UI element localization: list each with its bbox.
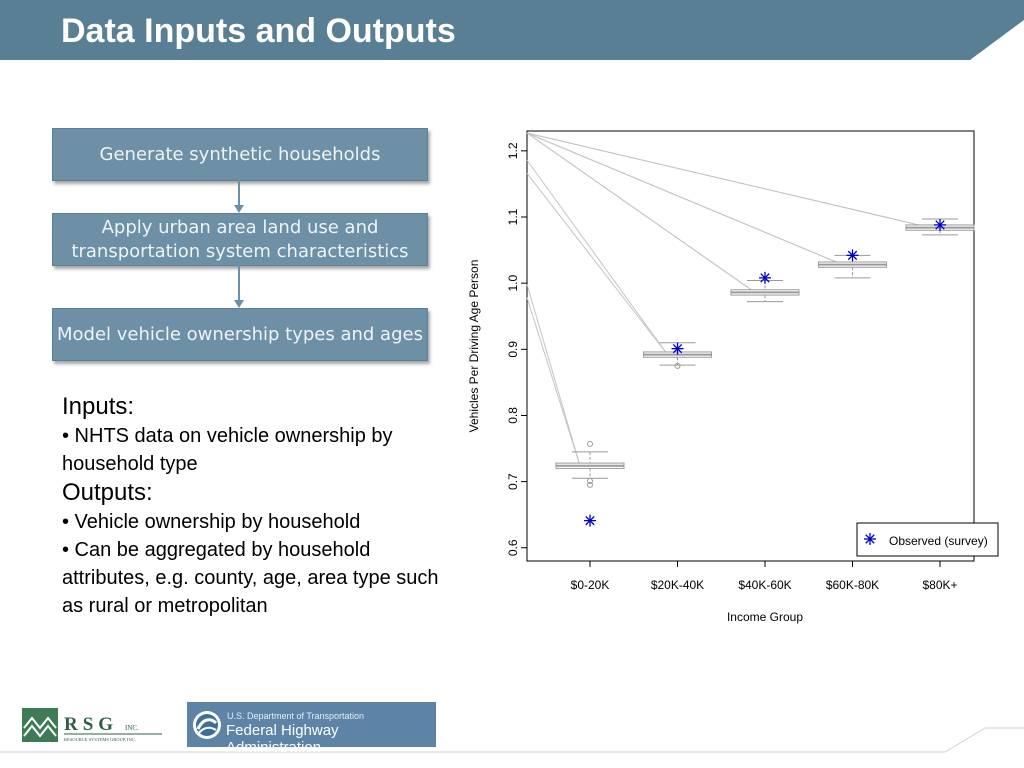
fhwa-name-text: Federal Highway Administration xyxy=(226,722,339,756)
legend: Observed (survey) xyxy=(856,522,999,557)
box-outlier xyxy=(587,481,593,488)
box-outlier xyxy=(674,362,681,369)
inputs-item: • NHTS data on vehicle ownership by hous… xyxy=(62,425,393,475)
y-axis: 0.6 0.7 0.8 0.9 1.0 1.1 1.2 xyxy=(506,142,527,556)
x-tick-label: $80K+ xyxy=(922,578,957,592)
observed-point xyxy=(671,342,684,355)
observed-point xyxy=(934,218,946,231)
legend-marker-star xyxy=(864,533,876,545)
title-bar: Data Inputs and Outputs xyxy=(0,0,1024,60)
title-bar-background xyxy=(0,0,1024,60)
calibration-line xyxy=(526,284,581,466)
svg-text:INC.: INC. xyxy=(125,724,139,732)
rsg-logo-image: RSG INC. RESOURCE SYSTEMS GROUP, INC. xyxy=(22,708,162,743)
svg-text:RESOURCE SYSTEMS GROUP, INC.: RESOURCE SYSTEMS GROUP, INC. xyxy=(64,737,136,743)
observed-point xyxy=(759,271,771,284)
calibration-line xyxy=(526,159,668,355)
plot-area-frame xyxy=(526,130,975,562)
y-tick-label: 1.1 xyxy=(506,208,520,225)
y-tick-label: 0.8 xyxy=(506,407,520,424)
outputs-item: • Can be aggregated by household attribu… xyxy=(62,539,439,617)
inputs-heading: Inputs: xyxy=(62,393,135,420)
box-outlier xyxy=(587,477,593,484)
calibration-lines xyxy=(526,132,931,466)
slide-title: Data Inputs and Outputs xyxy=(61,12,456,50)
legend-label: Observed (survey) xyxy=(889,534,988,548)
flow-step-label: Model vehicle ownership types and ages xyxy=(57,323,423,345)
svg-text:RSG: RSG xyxy=(64,714,118,735)
observed-markers xyxy=(584,218,946,527)
flow-step-model-ownership: Model vehicle ownership types and ages xyxy=(52,308,428,361)
y-tick-label: 0.7 xyxy=(506,473,520,490)
calibration-line xyxy=(526,297,581,466)
footer-decoration xyxy=(0,727,1024,753)
flow-step-label: Generate synthetic households xyxy=(99,143,381,165)
y-tick-label: 1.2 xyxy=(506,142,520,159)
observed-point xyxy=(846,249,859,262)
y-tick-label: 0.9 xyxy=(506,341,520,358)
x-tick-label: $0-20K xyxy=(571,578,610,592)
inputs-outputs-text: Inputs: • NHTS data on vehicle ownership… xyxy=(62,392,442,620)
flow-step-label: Apply urban area land use and transporta… xyxy=(71,216,409,262)
y-tick-label: 0.6 xyxy=(506,539,520,556)
flow-arrow-down xyxy=(234,180,244,213)
observed-point xyxy=(584,514,596,527)
x-tick-label: $40K-60K xyxy=(738,578,791,592)
box-outlier xyxy=(587,440,593,447)
fhwa-logo: U.S. Department of Transportation Federa… xyxy=(187,702,436,756)
legend-frame xyxy=(856,522,999,557)
calibration-line xyxy=(526,132,756,293)
x-tick-label: $60K-80K xyxy=(826,578,879,592)
dot-emblem-icon xyxy=(193,711,221,739)
x-tick-label: $20K-40K xyxy=(651,578,704,592)
boxplots xyxy=(555,218,975,488)
x-axis: $0-20K $20K-40K $40K-60K $60K-80K $80K+ xyxy=(571,561,958,592)
flow-step-apply-land-use: Apply urban area land use and transporta… xyxy=(52,213,428,266)
rsg-logo: RSG INC. RESOURCE SYSTEMS GROUP, INC. xyxy=(22,708,164,746)
outputs-heading: Outputs: xyxy=(62,479,153,506)
fhwa-department-text: U.S. Department of Transportation xyxy=(227,711,365,721)
calibration-line xyxy=(526,132,931,229)
flow-step-generate-households: Generate synthetic households xyxy=(52,128,428,181)
calibration-line xyxy=(526,173,668,355)
outputs-item: • Vehicle ownership by household xyxy=(62,511,361,533)
y-tick-label: 1.0 xyxy=(506,274,520,291)
chart-svg: 0.6 0.7 0.8 0.9 1.0 1.1 1.2 $0-20K $20K-40K $40K… xyxy=(467,130,999,624)
calibration-line xyxy=(526,132,843,266)
vehicle-ownership-chart: 0.6 0.7 0.8 0.9 1.0 1.1 1.2 $0-20K $20K-40K $40K… xyxy=(450,110,1010,635)
flow-arrow-down xyxy=(234,265,244,308)
x-axis-label: Income Group xyxy=(727,610,803,624)
y-axis-label: Vehicles Per Driving Age Person xyxy=(467,260,481,433)
legend-observed-icon xyxy=(864,533,876,545)
